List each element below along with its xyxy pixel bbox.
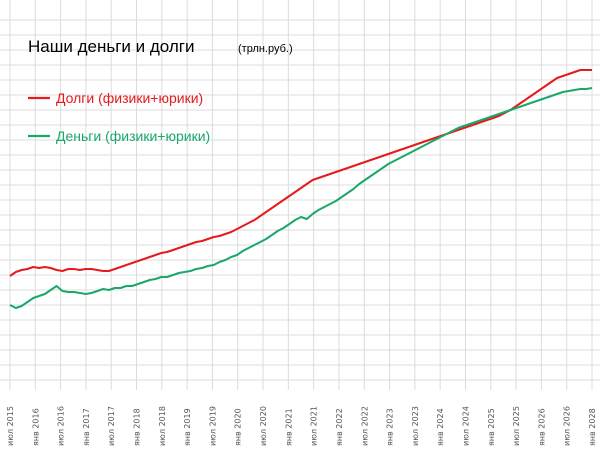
- x-tick-label: янв 2020: [234, 408, 243, 446]
- chart-title: Наши деньги и долги: [28, 37, 194, 56]
- x-tick-label: июл 2015: [6, 406, 15, 446]
- x-tick-label: янв 2024: [436, 408, 445, 446]
- series-line-debts: [9, 69, 592, 277]
- x-tick-label: июл 2025: [512, 406, 521, 446]
- x-tick-label: янв 2016: [31, 408, 40, 446]
- x-tick-label: июл 2019: [208, 406, 217, 446]
- legend: Долги (физики+юрики) Деньги (физики+юрик…: [28, 90, 210, 144]
- legend-label-debts: Долги (физики+юрики): [56, 90, 203, 106]
- x-tick-label: янв 2019: [183, 408, 192, 446]
- x-tick-label: янв 2023: [386, 408, 395, 446]
- x-tick-label: июл 2024: [461, 406, 470, 446]
- legend-label-money: Деньги (физики+юрики): [56, 128, 210, 144]
- x-tick-labels: июл 2015 янв 2016 июл 2016 янв 2017 июл 2017…: [6, 406, 597, 446]
- x-tick-label: июл 2022: [360, 406, 369, 446]
- x-tick-label: июл 2026: [563, 406, 572, 446]
- x-tick-label: июл 2020: [259, 406, 268, 446]
- x-tick-label: янв 2022: [335, 408, 344, 446]
- x-tick-label: июл 2016: [57, 406, 66, 446]
- grid: [0, 0, 600, 390]
- x-tick-label: июл 2018: [158, 406, 167, 446]
- x-tick-label: янв 2028: [588, 408, 597, 446]
- x-tick-label: янв 2021: [284, 408, 293, 446]
- series-line-money: [9, 87, 593, 309]
- chart-title-unit: (трлн.руб.): [238, 43, 293, 55]
- x-tick-label: июл 2017: [107, 406, 116, 446]
- x-tick-label: янв 2017: [82, 408, 91, 446]
- x-tick-label: янв 2025: [487, 408, 496, 446]
- x-tick-label: янв 2018: [133, 408, 142, 446]
- series-lines: [9, 69, 593, 309]
- x-tick-label: янв 2026: [537, 408, 546, 446]
- x-tick-label: июл 2023: [411, 406, 420, 446]
- x-tick-label: июл 2021: [310, 406, 319, 446]
